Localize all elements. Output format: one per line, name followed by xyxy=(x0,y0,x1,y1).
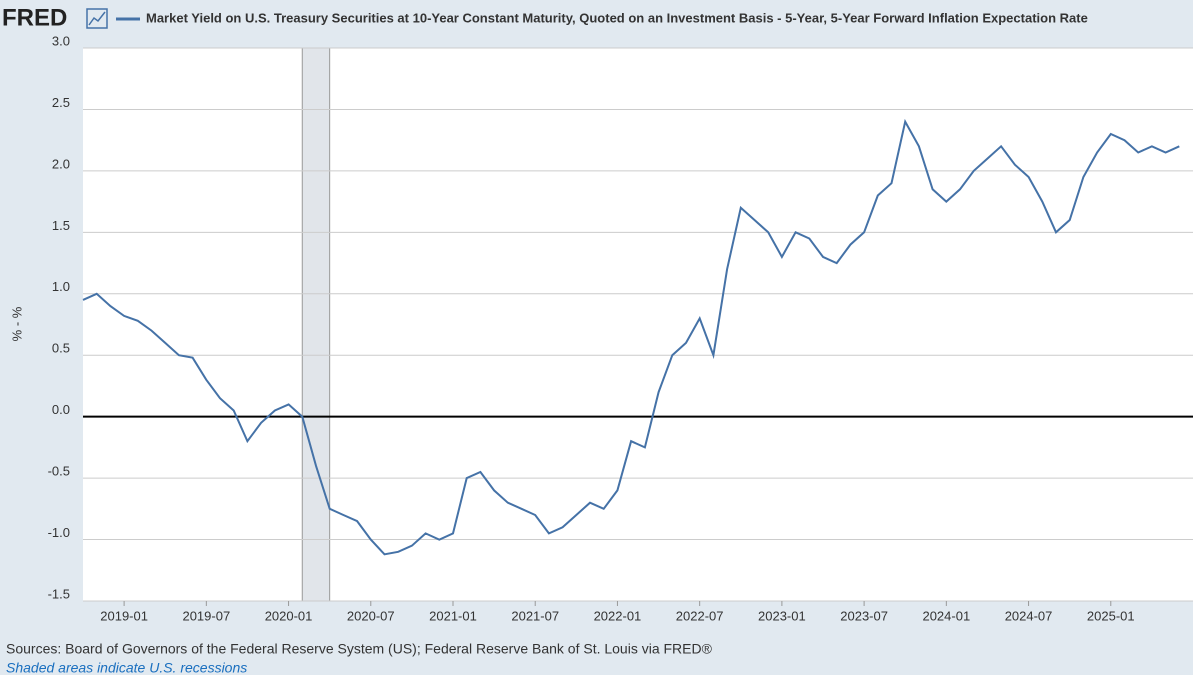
series-line xyxy=(82,118,1180,556)
y-tick-label: 2.5 xyxy=(52,95,70,110)
x-tick-label: 2019-01 xyxy=(100,608,148,623)
x-tick-label: 2025-01 xyxy=(1087,608,1135,623)
x-tick-label: 2024-07 xyxy=(1005,608,1053,623)
recession-note[interactable]: Shaded areas indicate U.S. recessions xyxy=(6,660,247,675)
legend-label: Market Yield on U.S. Treasury Securities… xyxy=(146,10,1088,25)
x-tick-label: 2024-01 xyxy=(922,608,970,623)
y-tick-label: 0.0 xyxy=(52,402,70,417)
y-axis-label: % - % xyxy=(9,306,24,341)
x-tick-label: 2020-07 xyxy=(347,608,395,623)
y-tick-label: -1.5 xyxy=(48,586,70,601)
x-tick-label: 2022-07 xyxy=(676,608,724,623)
brand: FRED xyxy=(2,4,67,31)
y-tick-label: 1.0 xyxy=(52,279,70,294)
y-tick-label: 2.0 xyxy=(52,156,70,171)
x-tick-label: 2023-01 xyxy=(758,608,806,623)
brand-icon xyxy=(86,8,108,29)
x-tick-label: 2022-01 xyxy=(594,608,642,623)
x-tick-label: 2023-07 xyxy=(840,608,888,623)
y-tick-label: 0.5 xyxy=(52,341,70,356)
sources: Sources: Board of Governors of the Feder… xyxy=(6,641,713,657)
plot-area xyxy=(83,48,1193,601)
brand-icon-line xyxy=(88,11,106,26)
recession-band xyxy=(301,47,331,602)
x-tick-label: 2020-01 xyxy=(265,608,313,623)
y-tick-label: 3.0 xyxy=(52,33,70,48)
y-tick-label: -1.0 xyxy=(48,525,70,540)
x-tick-label: 2019-07 xyxy=(182,608,230,623)
x-tick-label: 2021-07 xyxy=(511,608,559,623)
x-tick-label: 2021-01 xyxy=(429,608,477,623)
y-tick-label: -0.5 xyxy=(48,464,70,479)
y-tick-label: 1.5 xyxy=(52,218,70,233)
